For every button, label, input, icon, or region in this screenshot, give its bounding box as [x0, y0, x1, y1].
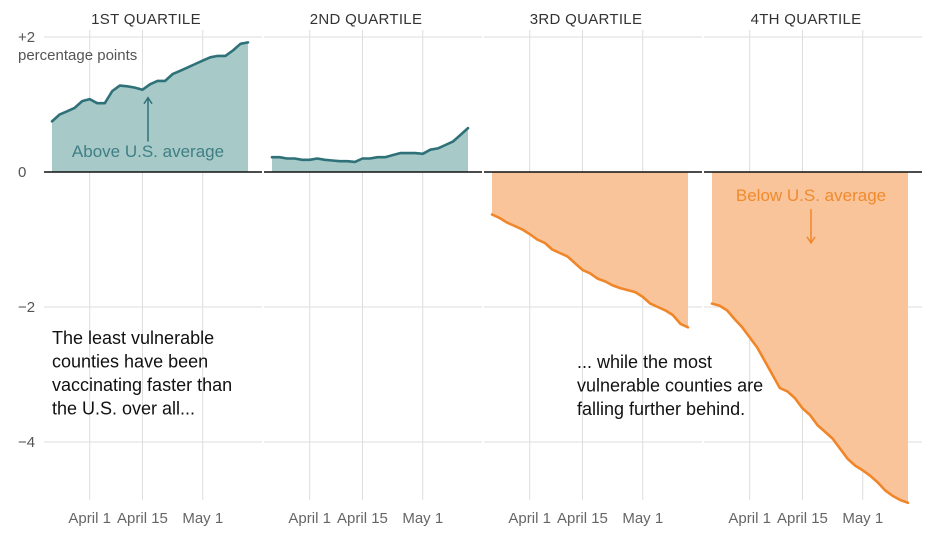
y-tick-label: +2: [18, 29, 35, 46]
gridlines: [44, 30, 922, 500]
x-tick-label: May 1: [842, 510, 883, 527]
area-fill-3: [492, 172, 688, 328]
y-tick-label: 0: [18, 164, 26, 181]
highlight-arrow-head: [806, 236, 816, 245]
x-tick-label: April 1: [68, 510, 111, 527]
x-tick-label: April 15: [337, 510, 388, 527]
x-tick-label: April 1: [728, 510, 771, 527]
data-areas: [50, 41, 910, 505]
y-tick-label: −4: [18, 434, 35, 451]
annotation-line: ... while the most: [577, 352, 712, 372]
panel-title: 3RD QUARTILE: [530, 11, 643, 28]
highlight-arrow-head: [143, 96, 153, 105]
series-line-4: [710, 302, 910, 505]
series-line-3: [490, 213, 690, 329]
annotation-line: the U.S. over all...: [52, 399, 195, 419]
panel-titles: 1ST QUARTILE 2ND QUARTILE 3RD QUARTILE 4TH …: [91, 11, 861, 28]
highlight-label: Below U.S. average: [736, 186, 886, 205]
x-tick-label: May 1: [402, 510, 443, 527]
panel-title: 1ST QUARTILE: [91, 11, 201, 28]
x-tick-label: May 1: [182, 510, 223, 527]
x-tick-label: April 15: [117, 510, 168, 527]
panel-title: 2ND QUARTILE: [310, 11, 423, 28]
annotation-line: vulnerable counties are: [577, 376, 763, 396]
y-axis: percentage points +2 0 −2 −4: [18, 29, 137, 451]
y-unit-label: percentage points: [18, 47, 137, 64]
annotations: The least vulnerable counties have been va…: [52, 328, 763, 419]
x-tick-label: April 1: [288, 510, 331, 527]
annotation-line: falling further behind.: [577, 399, 745, 419]
y-tick-label: −2: [18, 299, 35, 316]
highlight-labels: Above U.S. average Below U.S. average: [72, 96, 886, 245]
x-tick-label: May 1: [622, 510, 663, 527]
area-fill-4: [712, 172, 908, 503]
x-tick-label: April 15: [777, 510, 828, 527]
x-tick-label: April 1: [508, 510, 551, 527]
series-line-2: [270, 126, 470, 164]
panel-title: 4TH QUARTILE: [751, 11, 862, 28]
annotation-line: vaccinating faster than: [52, 375, 232, 395]
annotation-line: counties have been: [52, 352, 208, 372]
highlight-label: Above U.S. average: [72, 142, 224, 161]
x-tick-label: April 15: [557, 510, 608, 527]
area-fill-2: [272, 128, 468, 172]
series-line-1: [50, 41, 250, 123]
area-fill-1: [52, 42, 248, 173]
annotation-line: The least vulnerable: [52, 328, 214, 348]
x-axes: April 1 April 15 May 1 April 1 April 15 May 1…: [68, 510, 883, 527]
